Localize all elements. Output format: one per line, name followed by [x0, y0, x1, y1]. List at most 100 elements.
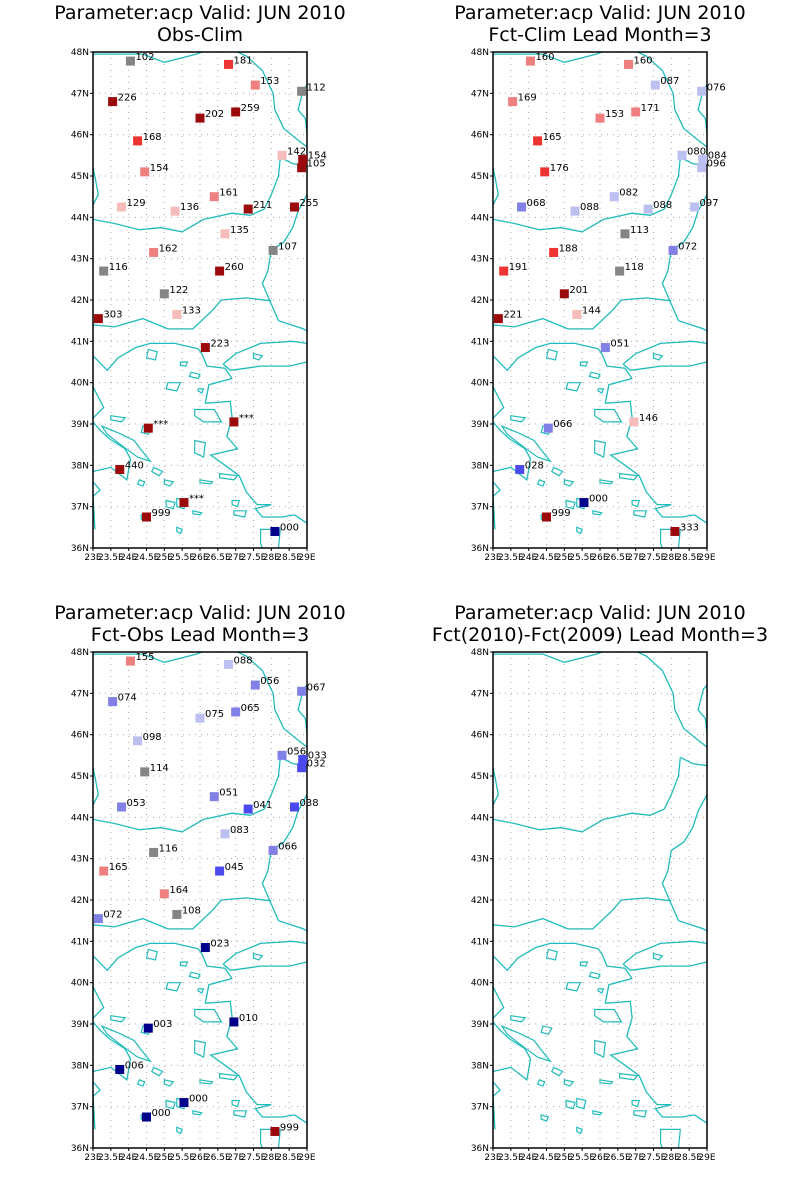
station-value-label: *** [189, 494, 204, 505]
station-value-label: 096 [707, 159, 726, 170]
lon-tick-label: 24.5E [134, 1153, 160, 1163]
station-square [224, 659, 234, 669]
coastline [680, 756, 707, 767]
island-outline [165, 382, 182, 392]
coastline [204, 977, 307, 1124]
coastline [93, 342, 233, 379]
station-square [108, 697, 118, 707]
coastline [511, 1165, 611, 1190]
station-marker: 171 [631, 103, 660, 117]
island-outline [592, 1110, 603, 1116]
station-marker: 045 [215, 862, 244, 876]
island-outline [510, 415, 527, 423]
coastline [93, 167, 99, 206]
island-outline [252, 352, 264, 361]
station-marker: 136 [170, 202, 199, 216]
station-value-label: 168 [143, 132, 162, 143]
station-value-label: 144 [582, 305, 601, 316]
station-marker: 160 [525, 52, 555, 66]
coastline [493, 767, 499, 806]
station-square [172, 309, 182, 319]
station-square [650, 80, 660, 90]
coastline [261, 794, 307, 932]
island-outline [565, 982, 582, 992]
lon-tick-label: 27.5E [241, 1153, 267, 1163]
station-square [298, 754, 308, 764]
lon-tick-label: 29E [298, 1153, 315, 1163]
island-outline [536, 479, 546, 487]
station-value-label: 038 [300, 798, 319, 809]
island-outline [618, 1072, 639, 1081]
lat-tick-label: 44N [471, 213, 489, 223]
station-value-label: 083 [230, 825, 249, 836]
station-value-label: 033 [308, 750, 327, 761]
station-value-label: 053 [127, 798, 146, 809]
station-square [108, 97, 118, 107]
station-square [624, 59, 634, 69]
lon-tick-label: 29E [698, 1153, 715, 1163]
station-marker: *** [143, 419, 168, 433]
lat-tick-label: 44N [471, 813, 489, 823]
lon-tick-label: 27E [627, 1153, 644, 1163]
island-outline [176, 1126, 184, 1135]
lat-tick-label: 37N [471, 1103, 489, 1113]
station-marker: 440 [115, 460, 144, 474]
station-marker: 023 [200, 939, 229, 953]
station-value-label: 098 [143, 732, 162, 743]
island-outline [594, 439, 606, 458]
lon-tick-label: 23.5E [98, 553, 124, 563]
panel-title-line2: Obs-Clim [157, 24, 243, 46]
island-outline [188, 971, 201, 980]
station-marker: 188 [549, 243, 578, 257]
station-square [231, 707, 241, 717]
lon-tick-label: 25.5E [169, 553, 195, 563]
island-outline [231, 499, 240, 508]
station-value-label: 135 [230, 225, 249, 236]
station-value-label: 067 [307, 682, 326, 693]
station-value-label: 065 [241, 703, 260, 714]
station-square [215, 866, 225, 876]
station-square [517, 202, 527, 212]
station-marker: 144 [572, 305, 601, 319]
lat-tick-label: 48N [71, 48, 89, 58]
station-square [270, 526, 280, 536]
lat-tick-label: 38N [471, 461, 489, 471]
station-square [290, 202, 300, 212]
station-marker: 154 [140, 163, 169, 177]
station-value-label: 165 [109, 862, 128, 873]
lat-tick-label: 37N [71, 503, 89, 513]
station-marker: 072 [93, 910, 122, 924]
station-value-label: 188 [559, 243, 578, 254]
island-outline [579, 961, 589, 967]
station-square [117, 802, 127, 812]
island-outline [631, 1099, 640, 1108]
coastline [493, 481, 502, 530]
island-outline [199, 479, 214, 485]
station-marker: 000 [179, 1094, 208, 1108]
station-marker: 056 [277, 746, 306, 760]
station-marker: 142 [277, 146, 306, 160]
station-square [277, 150, 287, 160]
station-marker: 202 [195, 109, 224, 123]
lat-tick-label: 36N [471, 1144, 489, 1154]
lat-tick-label: 41N [71, 337, 89, 347]
station-square [209, 792, 219, 802]
lon-tick-label: 25E [556, 1153, 573, 1163]
station-value-label: 072 [103, 910, 122, 921]
island-outline [194, 1008, 223, 1023]
station-value-label: 333 [680, 522, 699, 533]
coastline [493, 942, 633, 979]
island-outline [540, 1025, 553, 1036]
gridlines [93, 52, 307, 548]
coastline [604, 377, 707, 524]
station-marker: 165 [99, 862, 128, 876]
lon-tick-label: 28.5E [276, 1153, 302, 1163]
lon-tick-label: 28.5E [276, 553, 302, 563]
station-square [243, 204, 253, 214]
lon-tick-label: 25E [156, 553, 173, 563]
island-outline [576, 526, 584, 535]
station-value-label: 201 [569, 285, 588, 296]
lon-tick-label: 27.5E [641, 1153, 667, 1163]
station-marker: 116 [149, 843, 178, 857]
station-value-label: 056 [287, 746, 306, 757]
